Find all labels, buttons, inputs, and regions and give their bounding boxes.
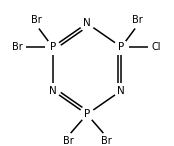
Text: N: N: [49, 86, 57, 95]
Text: Br: Br: [101, 136, 111, 146]
Text: P: P: [50, 42, 56, 52]
Text: P: P: [84, 109, 90, 119]
Text: Br: Br: [31, 15, 42, 25]
Text: N: N: [117, 86, 125, 95]
Text: Br: Br: [132, 15, 143, 25]
Text: P: P: [118, 42, 124, 52]
Text: Br: Br: [12, 42, 22, 52]
Text: Cl: Cl: [152, 42, 161, 52]
Text: N: N: [83, 18, 91, 28]
Text: Br: Br: [63, 136, 73, 146]
